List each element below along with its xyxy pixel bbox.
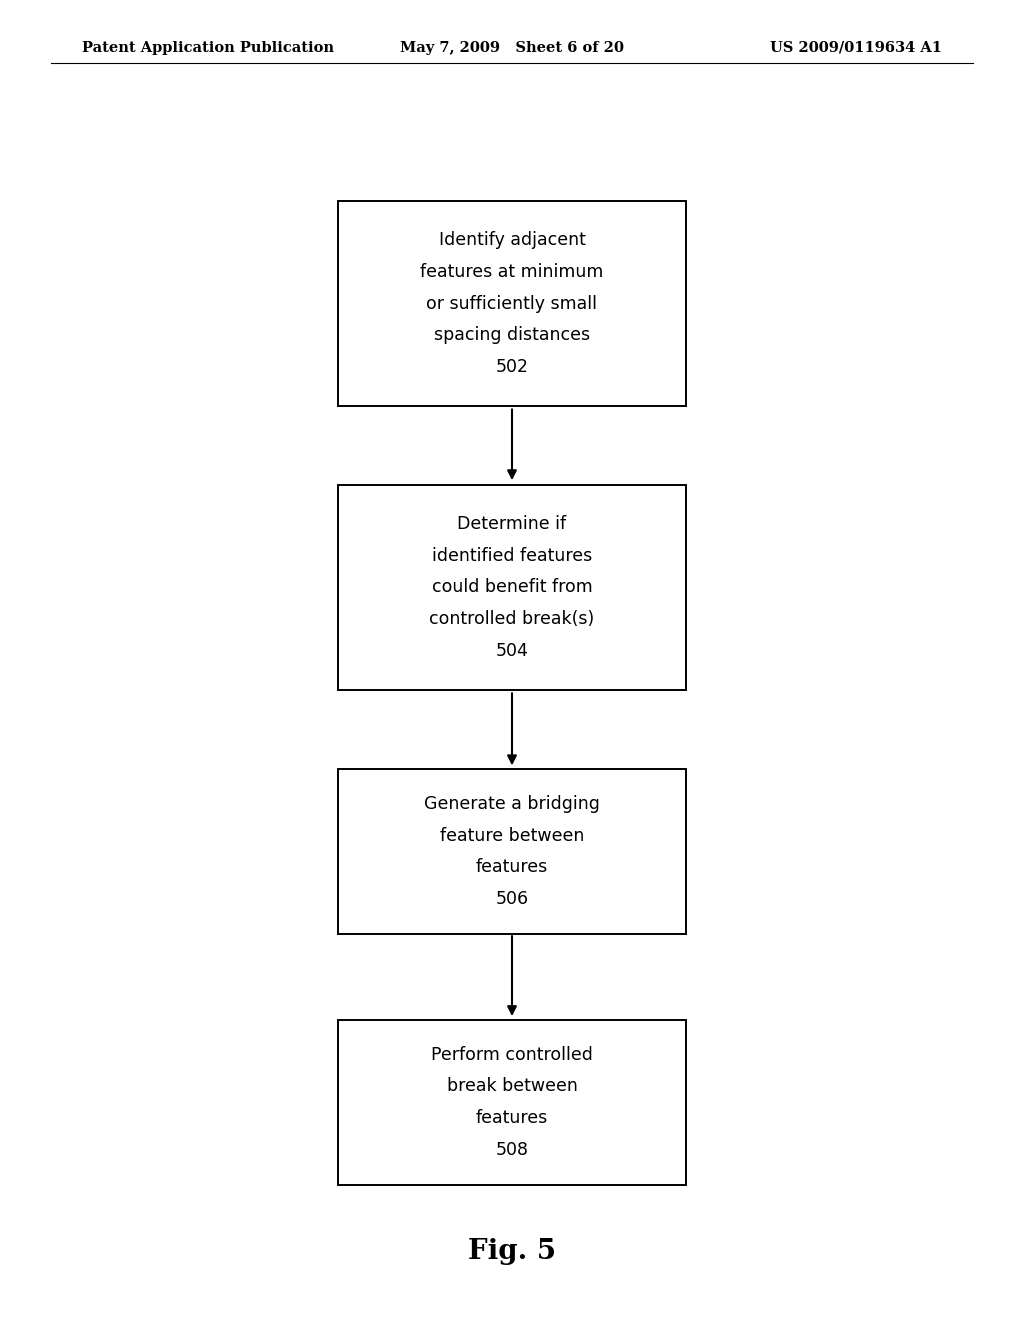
- Text: Determine if: Determine if: [458, 515, 566, 533]
- Bar: [338, 201, 686, 407]
- Text: identified features: identified features: [432, 546, 592, 565]
- Text: May 7, 2009   Sheet 6 of 20: May 7, 2009 Sheet 6 of 20: [400, 41, 624, 54]
- Text: Patent Application Publication: Patent Application Publication: [82, 41, 334, 54]
- Text: 506: 506: [496, 890, 528, 908]
- Text: Fig. 5: Fig. 5: [468, 1238, 556, 1265]
- Bar: [338, 484, 686, 689]
- Text: Perform controlled: Perform controlled: [431, 1045, 593, 1064]
- Text: US 2009/0119634 A1: US 2009/0119634 A1: [770, 41, 942, 54]
- Text: Identify adjacent: Identify adjacent: [438, 231, 586, 249]
- Text: could benefit from: could benefit from: [432, 578, 592, 597]
- Text: 508: 508: [496, 1140, 528, 1159]
- Bar: [338, 1019, 686, 1185]
- Text: features: features: [476, 858, 548, 876]
- Text: controlled break(s): controlled break(s): [429, 610, 595, 628]
- Text: 504: 504: [496, 642, 528, 660]
- Text: break between: break between: [446, 1077, 578, 1096]
- Text: Generate a bridging: Generate a bridging: [424, 795, 600, 813]
- Text: spacing distances: spacing distances: [434, 326, 590, 345]
- Bar: [338, 768, 686, 935]
- Text: feature between: feature between: [440, 826, 584, 845]
- Text: 502: 502: [496, 358, 528, 376]
- Text: or sufficiently small: or sufficiently small: [427, 294, 597, 313]
- Text: features: features: [476, 1109, 548, 1127]
- Text: features at minimum: features at minimum: [420, 263, 604, 281]
